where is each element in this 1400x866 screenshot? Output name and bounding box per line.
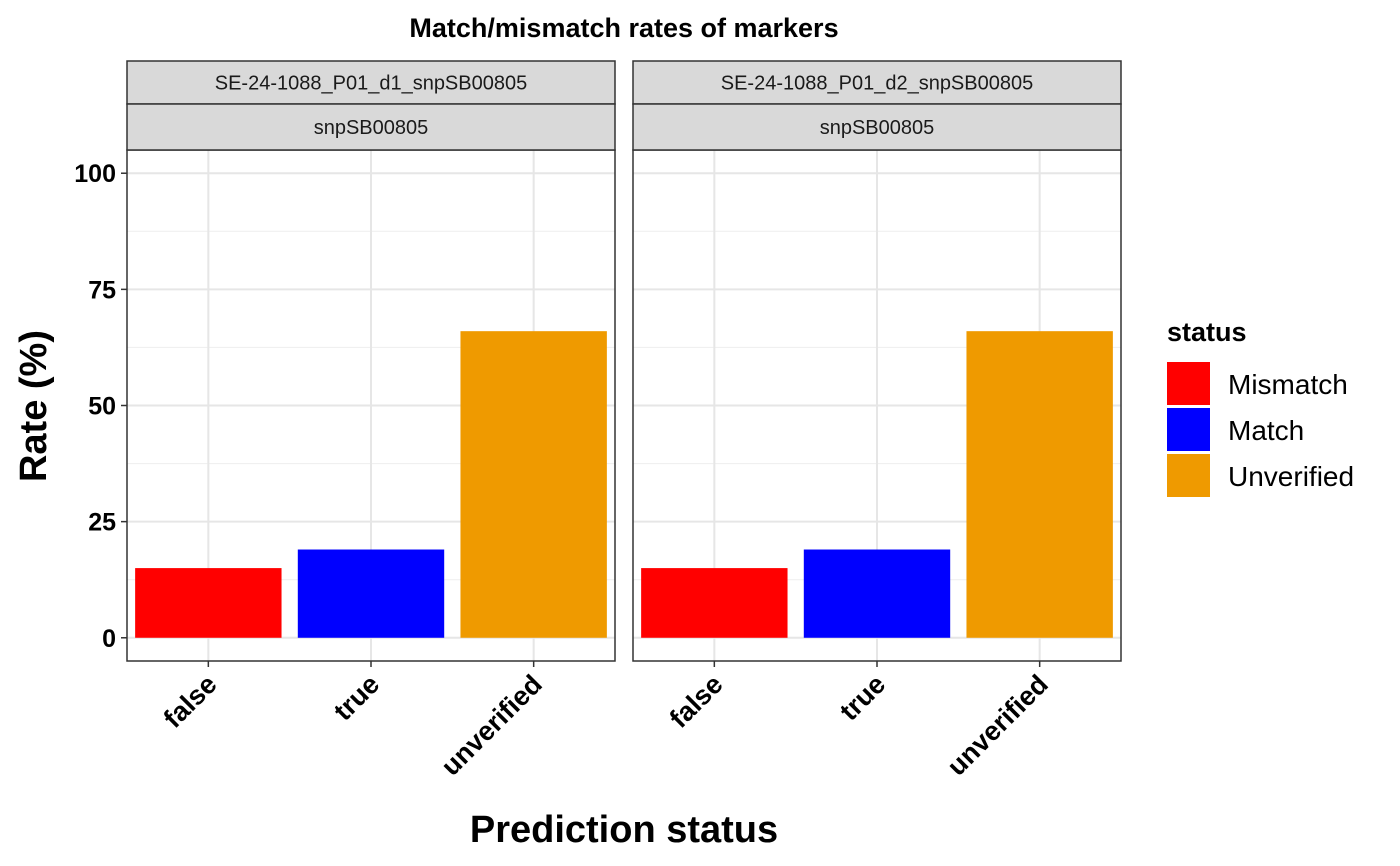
strip-bottom (632, 103, 1122, 151)
bar-true (803, 549, 951, 638)
strip-top (632, 60, 1122, 105)
chart-title: Match/mismatch rates of markers (409, 13, 838, 43)
legend-label: Match (1228, 415, 1304, 446)
legend-label: Mismatch (1228, 369, 1348, 400)
facet-panel: SE-24-1088_P01_d1_snpSB00805 snpSB00805 fa… (126, 60, 616, 781)
strip-top (126, 60, 616, 105)
x-tick-label: true (834, 669, 891, 726)
bar-false (641, 568, 788, 638)
x-tick-label: unverified (941, 669, 1053, 781)
x-tick-label: false (664, 669, 729, 734)
y-tick-label: 25 (88, 509, 116, 537)
legend-title: status (1167, 317, 1247, 347)
strip-top-label: SE-24-1088_P01_d1_snpSB00805 (215, 73, 527, 95)
bar-false (135, 568, 282, 638)
facet-panel: SE-24-1088_P01_d2_snpSB00805 snpSB00805 fa… (632, 60, 1122, 781)
y-tick-label: 100 (74, 160, 116, 188)
bar-unverified (460, 331, 607, 638)
strip-bottom-label: snpSB00805 (820, 117, 935, 139)
x-axis-title: Prediction status (470, 809, 778, 851)
y-tick-label: 75 (88, 276, 116, 304)
facet-panels: SE-24-1088_P01_d1_snpSB00805 snpSB00805 fa… (126, 60, 1122, 781)
x-tick-label: false (158, 669, 223, 734)
legend: status Mismatch Match Unverified (1167, 317, 1354, 497)
bar-true (297, 549, 445, 638)
strip-bottom-label: snpSB00805 (314, 117, 429, 139)
legend-key (1167, 362, 1210, 405)
y-axis-title: Rate (%) (13, 330, 55, 482)
y-tick-label: 0 (102, 625, 116, 653)
x-tick-label: true (328, 669, 385, 726)
y-tick-label: 50 (88, 393, 116, 421)
legend-key (1167, 408, 1210, 451)
legend-label: Unverified (1228, 461, 1354, 492)
bar-unverified (966, 331, 1113, 638)
strip-bottom (126, 103, 616, 151)
x-tick-label: unverified (435, 669, 547, 781)
y-axis: 0 25 50 75 100 (74, 160, 127, 653)
strip-top-label: SE-24-1088_P01_d2_snpSB00805 (721, 73, 1033, 95)
legend-key (1167, 454, 1210, 497)
